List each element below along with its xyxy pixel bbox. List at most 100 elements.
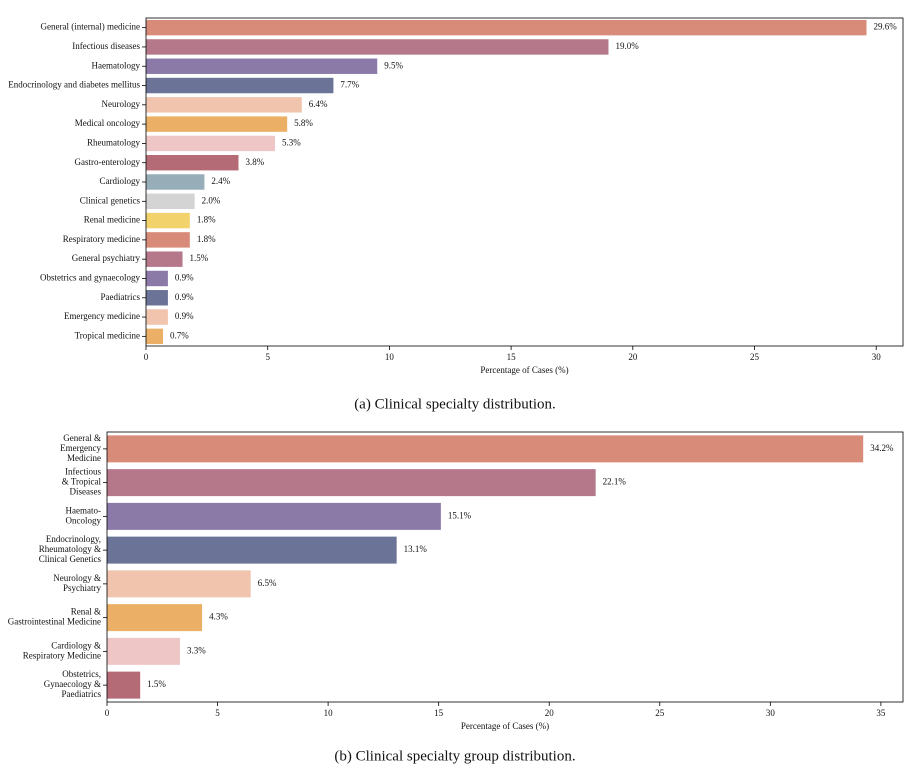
x-tick-label: 20	[545, 708, 555, 718]
value-label: 1.8%	[197, 215, 216, 225]
y-tick-label: General psychiatry	[72, 253, 141, 263]
y-tick-label: Emergency medicine	[64, 311, 140, 321]
y-tick-label: Respiratory medicine	[63, 234, 140, 244]
y-tick-label: Obstetrics and gynaecology	[40, 273, 140, 283]
x-tick-label: 35	[876, 708, 886, 718]
y-tick-label: Haemato-	[66, 505, 101, 515]
value-label: 5.8%	[294, 118, 313, 128]
bar	[107, 637, 180, 665]
bar	[146, 97, 302, 113]
x-tick-label: 25	[750, 352, 760, 362]
y-tick-label: Cardiology	[100, 176, 141, 186]
y-tick-label: Haematology	[92, 60, 141, 70]
x-tick-label: 30	[766, 708, 776, 718]
y-tick-label: Infectious	[65, 467, 101, 477]
value-label: 2.0%	[202, 195, 221, 205]
y-tick-label: Psychiatry	[63, 583, 101, 593]
bar	[107, 671, 141, 699]
value-label: 7.7%	[340, 80, 359, 90]
y-tick-label: Neurology &	[53, 573, 101, 583]
y-tick-label: General (internal) medicine	[41, 22, 140, 32]
x-tick-label: 10	[385, 352, 395, 362]
bar	[146, 212, 190, 229]
value-label: 15.1%	[448, 510, 472, 520]
value-label: 1.8%	[197, 234, 216, 244]
y-tick-label: Gynaecology &	[44, 679, 101, 689]
x-axis-label: Percentage of Cases (%)	[480, 365, 568, 375]
x-tick-label: 0	[105, 708, 110, 718]
bar	[146, 270, 168, 287]
y-tick-label: Endocrinology and diabetes mellitus	[8, 80, 140, 90]
value-label: 1.5%	[147, 679, 166, 689]
value-label: 0.9%	[175, 292, 194, 302]
value-label: 34.2%	[870, 443, 894, 453]
y-tick-label: General &	[63, 433, 101, 443]
bar	[146, 77, 334, 94]
y-tick-label: Respiratory Medicine	[23, 650, 101, 660]
y-tick-label: Renal medicine	[84, 215, 140, 225]
y-tick-label: & Tropical	[62, 477, 102, 487]
x-tick-label: 5	[215, 708, 220, 718]
x-tick-label: 20	[628, 352, 638, 362]
bar	[146, 58, 378, 74]
plot-frame	[106, 431, 904, 703]
value-label: 3.3%	[187, 645, 206, 655]
plot-frame	[145, 17, 904, 347]
caption: (a) Clinical specialty distribution.	[354, 396, 556, 412]
bar	[146, 19, 867, 36]
bar	[146, 290, 168, 306]
caption: (b) Clinical specialty group distributio…	[334, 748, 575, 764]
value-label: 1.5%	[190, 253, 209, 263]
bar	[146, 232, 190, 248]
bar	[146, 135, 276, 152]
y-tick-label: Neurology	[102, 99, 141, 109]
bar	[146, 116, 288, 132]
bar	[146, 154, 239, 171]
value-label: 2.4%	[211, 176, 230, 186]
x-tick-label: 15	[507, 352, 517, 362]
value-label: 5.3%	[282, 137, 301, 147]
value-label: 0.9%	[175, 273, 194, 283]
value-label: 3.8%	[245, 157, 264, 167]
y-tick-label: Endocrinology,	[46, 534, 101, 544]
value-label: 22.1%	[603, 477, 627, 487]
y-tick-label: Obstetrics,	[62, 669, 101, 679]
y-tick-label: Gastrointestinal Medicine	[8, 617, 101, 627]
bar	[107, 435, 864, 463]
bar	[107, 570, 251, 598]
bar	[107, 536, 397, 564]
y-tick-label: Renal &	[71, 607, 101, 617]
bar	[146, 309, 168, 325]
value-label: 19.0%	[615, 41, 639, 51]
x-tick-label: 25	[655, 708, 665, 718]
value-label: 4.3%	[209, 612, 228, 622]
bar	[107, 469, 596, 497]
y-tick-label: Tropical medicine	[75, 330, 140, 340]
y-tick-label: Clinical genetics	[80, 195, 141, 205]
bar	[146, 174, 205, 190]
y-tick-label: Medical oncology	[75, 118, 141, 128]
value-label: 13.1%	[404, 544, 428, 554]
bar	[107, 502, 441, 530]
x-tick-label: 10	[324, 708, 334, 718]
value-label: 0.9%	[175, 311, 194, 321]
value-label: 6.5%	[258, 578, 277, 588]
y-tick-label: Oncology	[66, 515, 102, 525]
bar	[107, 604, 203, 632]
y-tick-label: Paediatrics	[101, 292, 141, 302]
y-tick-label: Rheumatology &	[39, 544, 101, 554]
y-tick-label: Medicine	[67, 453, 101, 463]
y-tick-label: Gastro-enterology	[75, 157, 141, 167]
bar	[146, 193, 195, 210]
y-tick-label: Clinical Genetics	[39, 554, 102, 564]
x-tick-label: 30	[872, 352, 882, 362]
x-tick-label: 15	[434, 708, 444, 718]
bar	[146, 39, 609, 55]
y-tick-label: Infectious diseases	[72, 41, 140, 51]
y-tick-label: Cardiology &	[51, 640, 101, 650]
value-label: 0.7%	[170, 330, 189, 340]
x-axis-label: Percentage of Cases (%)	[461, 721, 549, 731]
y-tick-label: Emergency	[60, 443, 101, 453]
x-tick-label: 0	[144, 352, 149, 362]
